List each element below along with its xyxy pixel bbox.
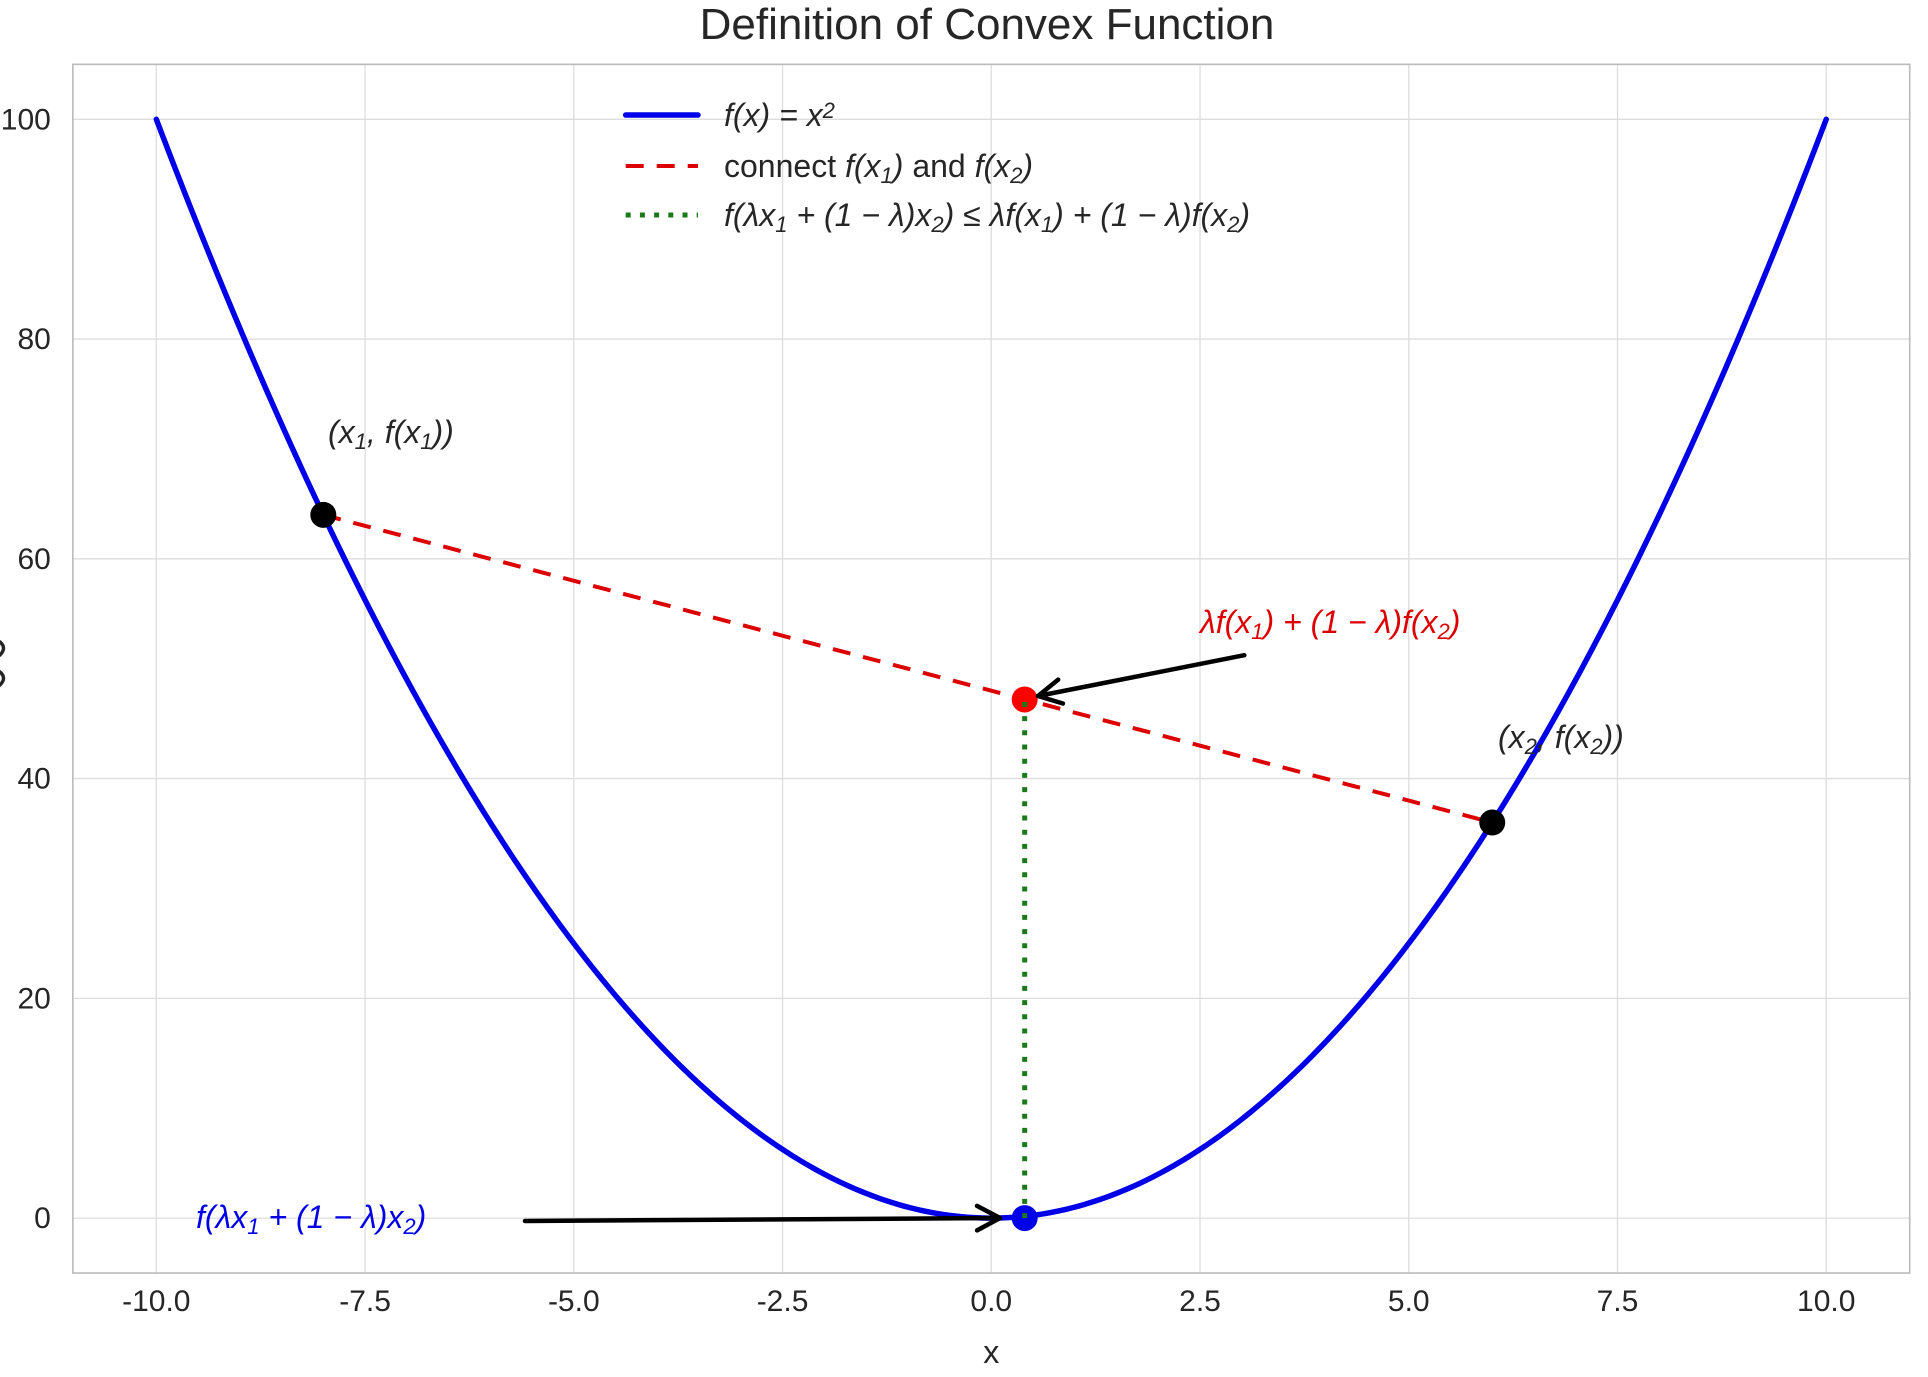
svg-text:80: 80: [17, 323, 50, 356]
svg-text:x: x: [983, 1334, 999, 1370]
svg-text:f(λx1 + (1 − λ)x2) ≤ λf(x1) +: f(λx1 + (1 − λ)x2) ≤ λf(x1) + (1 − λ)f(x…: [724, 197, 1250, 237]
svg-text:-5.0: -5.0: [548, 1285, 600, 1318]
svg-text:(x1, f(x1)): (x1, f(x1)): [328, 414, 454, 454]
svg-text:-7.5: -7.5: [339, 1285, 391, 1318]
svg-text:connect f(x1) and f(x2): connect f(x1) and f(x2): [724, 148, 1033, 188]
svg-text:f(x) = x2: f(x) = x2: [724, 97, 835, 133]
svg-text:60: 60: [17, 543, 50, 576]
svg-text:10.0: 10.0: [1797, 1285, 1855, 1318]
svg-text:-2.5: -2.5: [757, 1285, 809, 1318]
svg-text:-10.0: -10.0: [122, 1285, 190, 1318]
svg-text:100: 100: [1, 103, 51, 136]
svg-text:7.5: 7.5: [1597, 1285, 1639, 1318]
svg-text:2.5: 2.5: [1179, 1285, 1221, 1318]
svg-text:λf(x1) + (1 − λ)f(x2): λf(x1) + (1 − λ)f(x2): [1198, 604, 1460, 644]
svg-text:0: 0: [34, 1202, 51, 1235]
svg-text:5.0: 5.0: [1388, 1285, 1430, 1318]
svg-text:20: 20: [17, 982, 50, 1015]
svg-text:(x2, f(x2)): (x2, f(x2)): [1498, 719, 1624, 759]
svg-text:40: 40: [17, 763, 50, 796]
svg-text:0.0: 0.0: [970, 1285, 1012, 1318]
svg-text:f(λx1 + (1 − λ)x2): f(λx1 + (1 − λ)x2): [196, 1199, 426, 1239]
